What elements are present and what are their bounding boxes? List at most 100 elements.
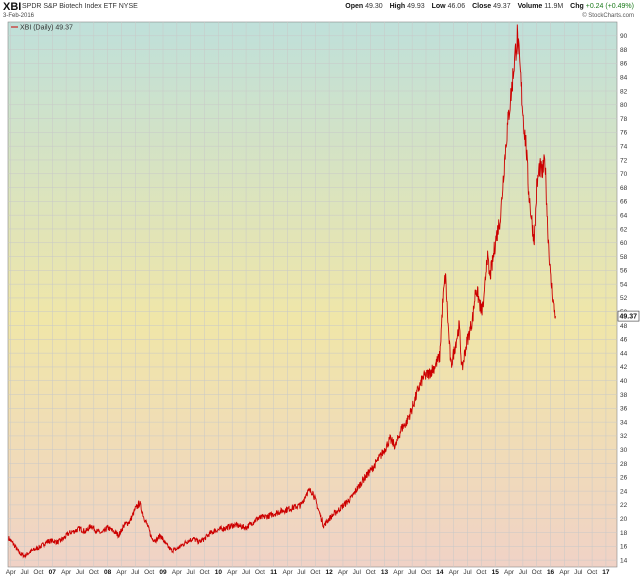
y-tick-label: 70 bbox=[620, 171, 628, 178]
x-tick-label: Apr bbox=[393, 569, 404, 576]
x-axis: Apr Jul Oct 07 Apr Jul Oct 08 Apr Jul Oct 09 Apr Jul O… bbox=[6, 569, 610, 576]
security-name: SPDR S&P Biotech Index ETF NYSE bbox=[22, 3, 138, 10]
y-tick-label: 84 bbox=[620, 74, 628, 81]
y-tick-label: 88 bbox=[620, 47, 628, 54]
y-tick-label: 24 bbox=[620, 488, 628, 495]
y-tick-label: 20 bbox=[620, 516, 628, 523]
high-value: 49.93 bbox=[407, 3, 425, 10]
y-tick-label: 72 bbox=[620, 157, 628, 164]
low-value: 46.06 bbox=[447, 3, 466, 10]
x-tick-label: Jul bbox=[519, 569, 528, 576]
x-tick-label: Jul bbox=[408, 569, 417, 576]
x-tick-label: Apr bbox=[227, 569, 238, 576]
x-tick-label: Jul bbox=[463, 569, 472, 576]
plot-background bbox=[7, 21, 618, 568]
x-tick-label: Jul bbox=[353, 569, 362, 576]
y-tick-label: 76 bbox=[620, 130, 628, 137]
y-tick-label: 32 bbox=[620, 433, 628, 440]
y-tick-label: 22 bbox=[620, 502, 628, 509]
y-tick-label: 30 bbox=[620, 447, 628, 454]
x-tick-label: Apr bbox=[61, 569, 72, 576]
y-tick-label: 62 bbox=[620, 226, 628, 233]
y-tick-label: 54 bbox=[620, 281, 628, 288]
xbi-price-line bbox=[8, 24, 556, 559]
y-tick-label: 78 bbox=[620, 116, 628, 123]
legend: XBI (Daily) 49.37 bbox=[11, 25, 73, 32]
ticker-symbol: XBI bbox=[3, 1, 22, 13]
x-tick-label: Oct bbox=[33, 569, 43, 576]
y-tick-label: 60 bbox=[620, 240, 628, 247]
x-tick-label: Jul bbox=[187, 569, 196, 576]
high-label: High bbox=[389, 3, 406, 10]
legend-entry: XBI (Daily) 49.37 bbox=[20, 25, 73, 32]
y-tick-label: 26 bbox=[620, 475, 628, 482]
grid-lines bbox=[8, 22, 617, 567]
x-tick-label: Oct bbox=[532, 569, 542, 576]
x-tick-label: 16 bbox=[547, 569, 555, 576]
y-tick-label: 82 bbox=[620, 88, 628, 95]
volume-value: 11.9M bbox=[544, 3, 564, 10]
x-tick-label: Oct bbox=[366, 569, 376, 576]
y-tick-label: 58 bbox=[620, 254, 628, 261]
x-tick-label: 17 bbox=[602, 569, 610, 576]
x-tick-label: 11 bbox=[270, 569, 277, 576]
x-tick-label: Apr bbox=[6, 569, 17, 576]
x-tick-label: Oct bbox=[476, 569, 486, 576]
x-tick-label: Jul bbox=[76, 569, 85, 576]
x-tick-label: Apr bbox=[172, 569, 183, 576]
x-tick-label: 15 bbox=[492, 569, 500, 576]
x-tick-label: Jul bbox=[131, 569, 140, 576]
x-tick-label: Oct bbox=[199, 569, 209, 576]
y-tick-label: 90 bbox=[620, 33, 628, 40]
x-tick-label: Apr bbox=[338, 569, 349, 576]
last-price-label: 49.37 bbox=[617, 310, 640, 322]
change-label: Chg bbox=[570, 3, 584, 10]
last-price-label-box bbox=[617, 310, 640, 322]
chart-header: XBI SPDR S&P Biotech Index ETF NYSE 3-Fe… bbox=[0, 0, 640, 22]
stockcharts-credit: © StockCharts.com bbox=[582, 13, 634, 19]
change-value: +0.24 (+0.49%) bbox=[585, 3, 634, 10]
last-price-value: 49.37 bbox=[620, 314, 638, 321]
y-tick-label: 46 bbox=[620, 337, 628, 344]
y-tick-label: 52 bbox=[620, 295, 628, 302]
y-tick-label: 42 bbox=[620, 364, 628, 371]
x-tick-label: Oct bbox=[587, 569, 597, 576]
x-tick-label: Oct bbox=[421, 569, 431, 576]
y-tick-label: 80 bbox=[620, 102, 628, 109]
low-label: Low bbox=[431, 3, 446, 10]
close-value: 49.37 bbox=[493, 3, 511, 10]
y-tick-label: 14 bbox=[620, 557, 628, 564]
x-tick-label: Jul bbox=[20, 569, 29, 576]
x-tick-label: Apr bbox=[116, 569, 127, 576]
y-tick-label: 34 bbox=[620, 419, 628, 426]
x-tick-label: Apr bbox=[504, 569, 515, 576]
open-value: 49.30 bbox=[365, 3, 383, 10]
open-label: Open bbox=[345, 3, 364, 10]
x-tick-label: Oct bbox=[89, 569, 99, 576]
y-tick-label: 56 bbox=[620, 268, 628, 275]
y-tick-label: 44 bbox=[620, 350, 628, 357]
y-tick-label: 18 bbox=[620, 530, 628, 537]
y-tick-label: 38 bbox=[620, 392, 628, 399]
y-tick-label: 48 bbox=[620, 323, 628, 330]
x-tick-label: Jul bbox=[242, 569, 251, 576]
y-tick-label: 64 bbox=[620, 212, 628, 219]
x-tick-label: Oct bbox=[144, 569, 154, 576]
y-axis: 1416182022242628303234363840424446485052… bbox=[620, 33, 628, 564]
y-tick-label: 16 bbox=[620, 544, 628, 551]
x-tick-label: 14 bbox=[436, 569, 444, 576]
x-tick-label: Oct bbox=[310, 569, 320, 576]
chart-date: 3-Feb-2016 bbox=[3, 13, 35, 19]
x-tick-label: 07 bbox=[49, 569, 57, 576]
quote-summary: Open 49.30 High 49.93 Low 46.06 Close 49… bbox=[345, 3, 634, 10]
x-tick-label: 13 bbox=[381, 569, 389, 576]
y-tick-label: 74 bbox=[620, 143, 628, 150]
y-tick-label: 66 bbox=[620, 199, 628, 206]
x-tick-label: Jul bbox=[297, 569, 306, 576]
x-tick-label: 10 bbox=[215, 569, 223, 576]
x-tick-label: Apr bbox=[449, 569, 460, 576]
y-tick-label: 40 bbox=[620, 378, 628, 385]
x-tick-label: 12 bbox=[325, 569, 333, 576]
y-tick-label: 86 bbox=[620, 61, 628, 68]
